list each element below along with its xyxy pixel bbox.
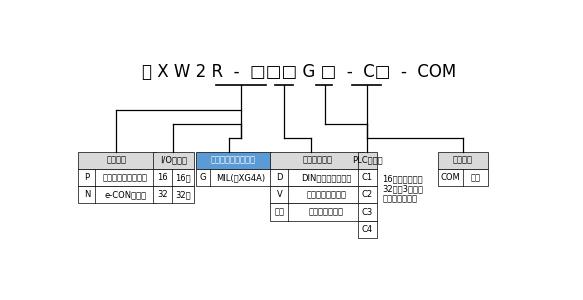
Text: 接続方法: 接続方法 — [107, 156, 127, 165]
Bar — [438, 152, 487, 169]
Bar — [271, 186, 364, 203]
Text: G: G — [200, 173, 206, 182]
Text: V: V — [276, 190, 282, 199]
Bar — [196, 152, 271, 169]
Bar — [359, 221, 377, 238]
Text: 16: 16 — [157, 173, 168, 182]
Text: 16点: 16点 — [175, 173, 191, 182]
Text: I/Oタイプ: I/Oタイプ — [160, 156, 187, 165]
Bar — [359, 152, 377, 169]
Text: 上下ねじ取り付け: 上下ねじ取り付け — [306, 190, 346, 199]
Bar — [78, 186, 156, 203]
Text: 実装コネクタタイプ: 実装コネクタタイプ — [211, 156, 256, 165]
Text: COM: COM — [441, 173, 460, 182]
Text: MIL(形XG4A): MIL(形XG4A) — [216, 173, 265, 182]
Bar — [271, 203, 364, 221]
Bar — [359, 186, 377, 203]
Text: PLCタイプ: PLCタイプ — [352, 156, 383, 165]
Text: 形 X W 2 R  -  □□□ G □  -  C□  -  COM: 形 X W 2 R - □□□ G □ - C□ - COM — [142, 63, 456, 81]
Text: 32点: 32点 — [175, 190, 191, 199]
Text: D: D — [276, 173, 283, 182]
Text: 取り付け方法: 取り付け方法 — [303, 156, 332, 165]
Bar — [78, 152, 156, 169]
Text: DINレール取り付け: DINレール取り付け — [301, 173, 352, 182]
Text: C4: C4 — [362, 225, 373, 234]
Text: C1: C1 — [362, 173, 373, 182]
Bar — [438, 169, 487, 186]
Text: C3: C3 — [362, 208, 373, 217]
Text: 16点は下記表、
32点は3ページ
をご覧ください: 16点は下記表、 32点は3ページ をご覧ください — [382, 174, 423, 204]
Text: プッシュインタイプ: プッシュインタイプ — [103, 173, 148, 182]
Text: なし: なし — [275, 208, 285, 217]
Text: 横ねじ取り付け: 横ねじ取り付け — [309, 208, 344, 217]
Text: 付き: 付き — [470, 173, 480, 182]
Bar — [359, 203, 377, 221]
Bar — [153, 169, 194, 186]
Bar — [271, 169, 364, 186]
Bar — [359, 169, 377, 186]
Text: 32: 32 — [157, 190, 168, 199]
Text: e-CONタイプ: e-CONタイプ — [104, 190, 146, 199]
Bar — [153, 186, 194, 203]
Bar — [271, 152, 364, 169]
Bar — [153, 152, 194, 169]
Text: C2: C2 — [362, 190, 373, 199]
Text: N: N — [84, 190, 90, 199]
Bar — [196, 169, 271, 186]
Bar — [78, 169, 156, 186]
Text: P: P — [85, 173, 89, 182]
Text: 電源端子: 電源端子 — [453, 156, 473, 165]
